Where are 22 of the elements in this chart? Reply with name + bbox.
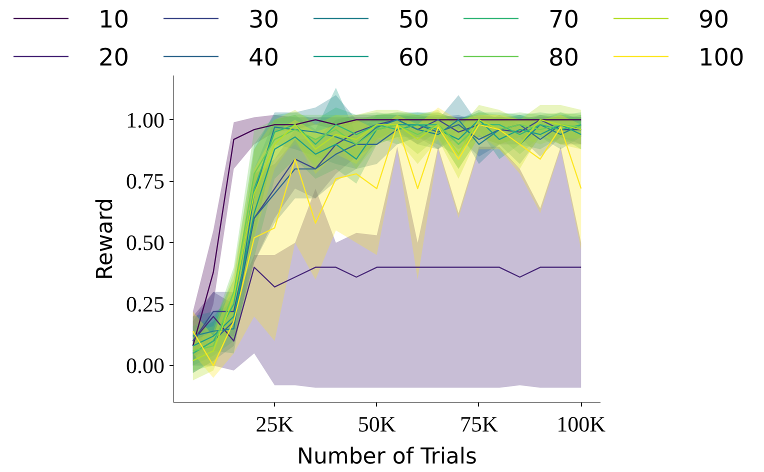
legend-label: 80	[548, 44, 580, 72]
y-tick-label: 0.50	[126, 230, 164, 256]
y-tick-label: 0.25	[126, 292, 164, 317]
legend-label: 100	[698, 44, 744, 72]
x-tick-label: 50K	[358, 412, 396, 436]
y-tick-label: 0.00	[126, 353, 164, 378]
y-axis-title: Reward	[93, 198, 118, 280]
legend-label: 50	[398, 6, 430, 34]
legend-label: 30	[248, 6, 280, 34]
x-tick-label: 75K	[460, 412, 498, 436]
legend-label: 90	[698, 6, 730, 34]
legend-label: 40	[248, 44, 280, 72]
y-tick-label: 1.00	[126, 107, 164, 132]
y-tick-label: 0.75	[126, 168, 164, 194]
x-tick-label: 25K	[256, 412, 294, 436]
legend-label: 60	[398, 44, 430, 72]
legend-label: 10	[98, 6, 130, 34]
legend-label: 20	[98, 44, 130, 72]
legend-label: 70	[548, 6, 580, 34]
x-tick-label: 100K	[556, 412, 606, 436]
line-series	[192, 266, 582, 342]
x-axis-title: Number of Trials	[297, 444, 478, 470]
